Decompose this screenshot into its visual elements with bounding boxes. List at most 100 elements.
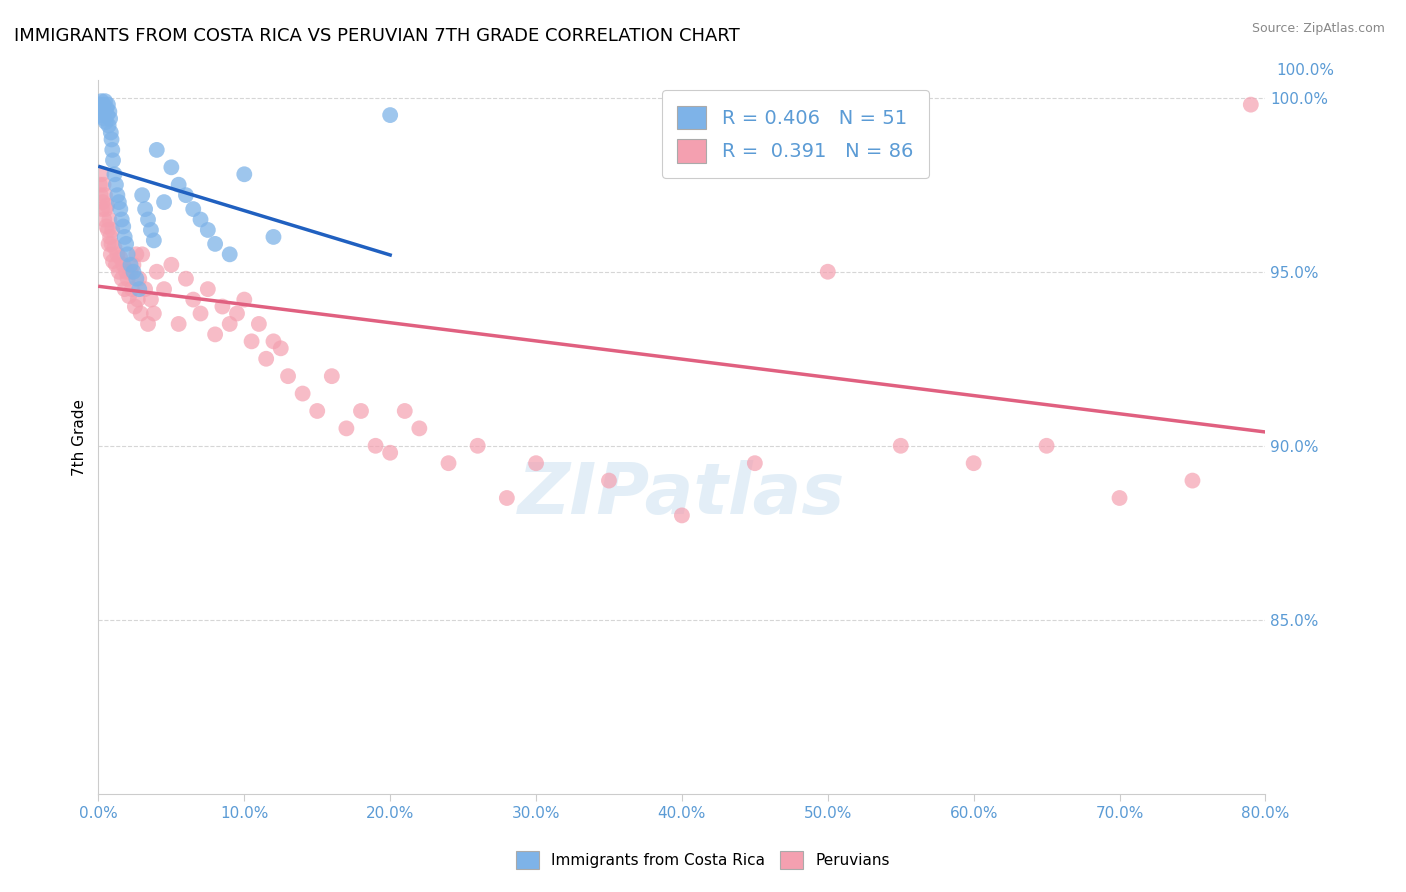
Point <box>90 167 112 181</box>
Point <box>101 254 124 268</box>
Point <box>153 195 176 210</box>
Point <box>190 306 212 320</box>
Point <box>104 258 127 272</box>
Point <box>104 178 127 192</box>
Point <box>90 108 112 122</box>
Point <box>744 456 766 470</box>
Point <box>174 188 197 202</box>
Point <box>233 293 256 307</box>
Point <box>98 104 121 119</box>
Point <box>93 212 115 227</box>
Text: 100.0%: 100.0% <box>1277 62 1334 78</box>
Point <box>321 369 343 384</box>
Point <box>97 119 120 133</box>
Text: Source: ZipAtlas.com: Source: ZipAtlas.com <box>1251 22 1385 36</box>
Point <box>139 293 162 307</box>
Point <box>97 223 120 237</box>
Point <box>94 188 117 202</box>
Point <box>131 188 153 202</box>
Point <box>117 247 139 261</box>
Point <box>467 439 489 453</box>
Point <box>91 101 114 115</box>
Point <box>122 265 145 279</box>
Point <box>671 508 693 523</box>
Point <box>98 212 121 227</box>
Point <box>110 202 132 216</box>
Point <box>91 104 114 119</box>
Point <box>101 223 124 237</box>
Point <box>94 115 117 129</box>
Point <box>197 282 219 296</box>
Point <box>128 282 150 296</box>
Point <box>254 351 277 366</box>
Point <box>181 293 204 307</box>
Point <box>96 219 118 234</box>
Point <box>96 108 118 122</box>
Point <box>211 300 233 314</box>
Point <box>277 369 299 384</box>
Point <box>108 265 131 279</box>
Point <box>380 446 402 460</box>
Point <box>233 167 256 181</box>
Point <box>91 195 114 210</box>
Point <box>167 178 190 192</box>
Point <box>134 282 156 296</box>
Point <box>115 236 138 251</box>
Point <box>108 195 131 210</box>
Point <box>1240 97 1263 112</box>
Point <box>408 421 430 435</box>
Point <box>100 126 122 140</box>
Point <box>120 258 142 272</box>
Point <box>111 212 134 227</box>
Point <box>93 178 115 192</box>
Point <box>350 404 373 418</box>
Point <box>131 247 153 261</box>
Point <box>98 230 121 244</box>
Point <box>364 439 387 453</box>
Point <box>146 143 169 157</box>
Point <box>94 202 117 216</box>
Point <box>437 456 460 470</box>
Point <box>307 404 329 418</box>
Point <box>114 282 136 296</box>
Point <box>90 188 112 202</box>
Point <box>134 202 156 216</box>
Point <box>124 300 146 314</box>
Point <box>226 306 249 320</box>
Point <box>118 289 141 303</box>
Point <box>101 153 124 168</box>
Point <box>160 161 183 175</box>
Point <box>142 306 165 320</box>
Point <box>103 167 125 181</box>
Legend: Immigrants from Costa Rica, Peruvians: Immigrants from Costa Rica, Peruvians <box>510 845 896 875</box>
Point <box>136 212 159 227</box>
Point <box>240 334 263 349</box>
Point <box>105 188 128 202</box>
Point <box>112 219 135 234</box>
Point <box>263 230 285 244</box>
Point <box>263 334 285 349</box>
Point <box>90 94 112 108</box>
Point <box>127 293 149 307</box>
Point <box>181 202 204 216</box>
Point <box>380 108 402 122</box>
Point <box>93 97 115 112</box>
Point <box>98 112 121 126</box>
Point <box>105 247 128 261</box>
Point <box>96 198 118 212</box>
Point <box>91 202 114 216</box>
Y-axis label: 7th Grade: 7th Grade <box>72 399 87 475</box>
Point <box>93 112 115 126</box>
Point <box>112 258 135 272</box>
Point <box>139 223 162 237</box>
Point <box>204 236 226 251</box>
Point <box>496 491 519 505</box>
Point <box>817 265 839 279</box>
Point <box>218 317 240 331</box>
Text: ZIPatlas: ZIPatlas <box>519 459 845 529</box>
Point <box>100 247 122 261</box>
Point <box>291 386 314 401</box>
Point <box>120 265 142 279</box>
Point <box>204 327 226 342</box>
Point <box>190 212 212 227</box>
